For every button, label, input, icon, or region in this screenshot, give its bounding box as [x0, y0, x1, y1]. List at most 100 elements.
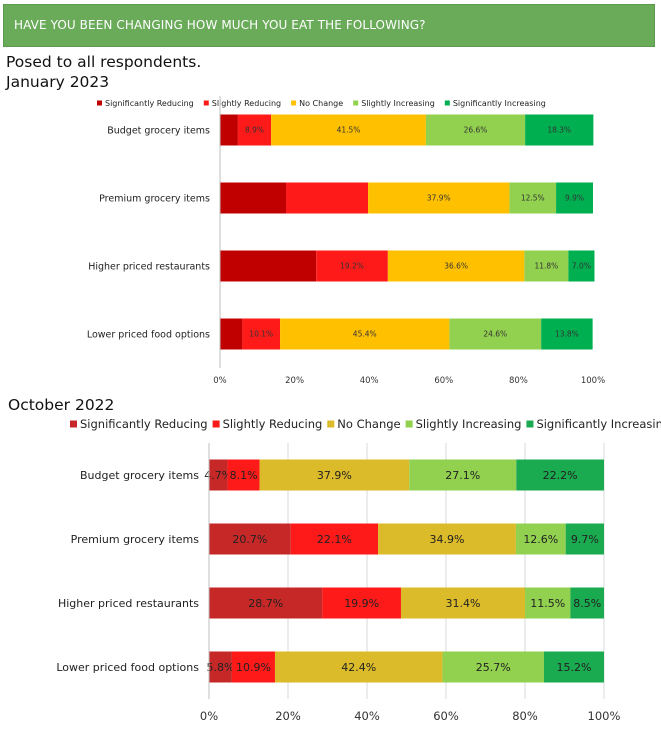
bar-premium-grocery-items-significantly-reducing — [220, 182, 287, 214]
bar-lower-priced-food-options-no-change — [274, 651, 443, 683]
category-label-lower-priced-food-options: Lower priced food options — [56, 661, 199, 674]
x-tick-label: 40% — [360, 376, 379, 386]
data-label: 34.9% — [430, 533, 465, 546]
bar-lower-priced-food-options-significantly-reducing — [209, 651, 232, 683]
bar-higher-priced-restaurants-slightly-reducing — [322, 587, 401, 619]
x-tick-label: 60% — [433, 709, 459, 723]
data-label: 22.1% — [317, 533, 352, 546]
category-label-budget-grocery-items: Budget grocery items — [107, 125, 210, 136]
data-label: 42.4% — [341, 661, 376, 674]
bar-higher-priced-restaurants-significantly-increasing — [570, 587, 604, 619]
data-label: 10.1% — [249, 330, 273, 339]
bar-budget-grocery-items-slightly-increasing — [425, 114, 526, 146]
bar-premium-grocery-items-slightly-increasing — [515, 523, 566, 555]
bar-higher-priced-restaurants-no-change — [400, 587, 525, 619]
data-label: 19.9% — [344, 597, 379, 610]
bar-higher-priced-restaurants-significantly-increasing — [568, 250, 595, 282]
header-banner: HAVE YOU BEEN CHANGING HOW MUCH YOU EAT … — [3, 4, 655, 47]
data-label: 13.8% — [555, 330, 579, 339]
legend-swatch-no-change — [291, 100, 297, 106]
x-tick-label: 100% — [581, 376, 605, 386]
bar-lower-priced-food-options-slightly-increasing — [442, 651, 544, 683]
legend-label-significantly-reducing: Significantly Reducing — [80, 417, 208, 431]
legend-label-no-change: No Change — [299, 99, 343, 108]
bar-budget-grocery-items-significantly-increasing — [516, 459, 604, 491]
data-label: 7.0% — [572, 262, 591, 271]
data-label: 22.2% — [543, 469, 578, 482]
bar-premium-grocery-items-slightly-reducing — [290, 523, 379, 555]
legend-label-slightly-increasing: Slightly Increasing — [361, 99, 435, 108]
bar-lower-priced-food-options-slightly-increasing — [449, 318, 542, 350]
legend-swatch-slightly-reducing — [203, 100, 209, 106]
data-label: 11.8% — [534, 262, 558, 271]
chart-2-title: October 2022 — [8, 396, 115, 414]
category-label-budget-grocery-items: Budget grocery items — [80, 469, 199, 482]
page-title: HAVE YOU BEEN CHANGING HOW MUCH YOU EAT … — [14, 18, 426, 32]
legend-label-significantly-reducing: Significantly Reducing — [105, 99, 194, 108]
legend-label-slightly-reducing: Slightly Reducing — [223, 417, 323, 431]
bar-lower-priced-food-options-significantly-increasing — [543, 651, 604, 683]
data-label: 4.7% — [204, 469, 232, 482]
bar-premium-grocery-items-slightly-increasing — [509, 182, 557, 214]
x-tick-label: 0% — [200, 709, 218, 723]
legend-swatch-no-change — [327, 420, 335, 428]
legend-swatch-significantly-increasing — [526, 420, 534, 428]
bar-budget-grocery-items-slightly-increasing — [409, 459, 517, 491]
category-label-higher-priced-restaurants: Higher priced restaurants — [88, 261, 210, 272]
bar-premium-grocery-items-significantly-increasing — [565, 523, 604, 555]
bar-lower-priced-food-options-significantly-increasing — [541, 318, 593, 350]
bar-lower-priced-food-options-slightly-reducing — [231, 651, 275, 683]
bar-higher-priced-restaurants-slightly-reducing — [316, 250, 388, 282]
bar-lower-priced-food-options-slightly-reducing — [242, 318, 281, 350]
bar-budget-grocery-items-no-change — [259, 459, 410, 491]
legend-swatch-significantly-reducing — [97, 100, 102, 106]
data-label: 36.6% — [444, 262, 468, 271]
x-tick-label: 0% — [213, 376, 227, 386]
bar-budget-grocery-items-slightly-reducing — [227, 459, 260, 491]
bar-premium-grocery-items-slightly-reducing — [286, 182, 369, 214]
x-tick-label: 80% — [512, 709, 538, 723]
x-tick-label: 20% — [275, 709, 301, 723]
category-label-higher-priced-restaurants: Higher priced restaurants — [58, 597, 199, 610]
bar-budget-grocery-items-significantly-increasing — [525, 114, 594, 146]
legend-swatch-slightly-reducing — [212, 420, 220, 428]
bar-higher-priced-restaurants-slightly-increasing — [524, 250, 569, 282]
bar-higher-priced-restaurants-significantly-reducing — [220, 250, 317, 282]
data-label: 25.7% — [476, 661, 511, 674]
legend-swatch-slightly-increasing — [405, 420, 413, 428]
data-label: 11.5% — [530, 597, 565, 610]
data-label: 12.6% — [523, 533, 558, 546]
data-label: 26.6% — [464, 126, 488, 135]
data-label: 45.4% — [353, 330, 377, 339]
category-label-lower-priced-food-options: Lower priced food options — [87, 329, 210, 340]
legend-swatch-significantly-reducing — [70, 420, 77, 428]
data-label: 8.1% — [230, 469, 258, 482]
data-label: 8.9% — [245, 126, 264, 135]
bar-budget-grocery-items-slightly-reducing — [237, 114, 272, 146]
data-label: 19.2% — [340, 262, 364, 271]
data-label: 24.6% — [483, 330, 507, 339]
data-label: 27.1% — [445, 469, 480, 482]
data-label: 8.5% — [573, 597, 601, 610]
legend-label-no-change: No Change — [337, 417, 400, 431]
x-tick-label: 100% — [588, 709, 621, 723]
data-label: 9.9% — [565, 194, 584, 203]
data-label: 12.5% — [521, 194, 545, 203]
bar-premium-grocery-items-significantly-increasing — [556, 182, 593, 214]
category-label-premium-grocery-items: Premium grocery items — [71, 533, 200, 546]
data-label: 20.7% — [232, 533, 267, 546]
bar-budget-grocery-items-no-change — [271, 114, 426, 146]
bar-budget-grocery-items-significantly-reducing — [220, 114, 238, 146]
bar-higher-priced-restaurants-no-change — [387, 250, 525, 282]
data-label: 41.5% — [337, 126, 361, 135]
x-tick-label: 60% — [434, 376, 453, 386]
data-label: 28.7% — [248, 597, 283, 610]
bar-premium-grocery-items-no-change — [368, 182, 510, 214]
x-tick-label: 40% — [354, 709, 380, 723]
legend-label-significantly-increasing: Significantly Increasing — [536, 417, 661, 431]
data-label: 37.9% — [317, 469, 352, 482]
bar-premium-grocery-items-no-change — [378, 523, 516, 555]
category-label-premium-grocery-items: Premium grocery items — [99, 193, 210, 204]
